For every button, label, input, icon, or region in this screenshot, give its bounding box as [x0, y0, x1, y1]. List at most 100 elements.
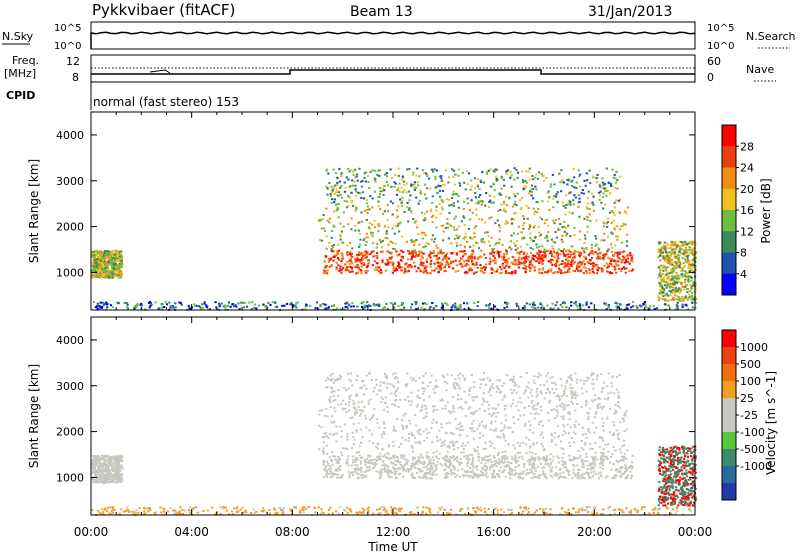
power-echo-cell	[603, 253, 606, 256]
velocity-echo-cell	[498, 460, 501, 463]
velocity-echo-cell	[462, 474, 465, 476]
velocity-echo-cell	[468, 406, 472, 409]
velocity-echo-cell	[329, 401, 332, 404]
power-echo-cell	[104, 273, 107, 276]
power-echo-cell	[453, 217, 456, 220]
power-echo-cell	[126, 307, 130, 310]
power-echo-cell	[517, 305, 520, 307]
velocity-echo-cell	[601, 467, 605, 470]
velocity-echo-cell	[450, 410, 453, 413]
power-echo-cell	[103, 260, 106, 263]
velocity-echo-cell	[479, 470, 482, 473]
power-echo-cell	[117, 256, 120, 259]
power-echo-cell	[441, 302, 444, 305]
power-echo-cell	[521, 224, 524, 227]
power-echo-cell	[385, 175, 389, 178]
velocity-echo-cell	[350, 447, 353, 450]
velocity-echo-cell	[328, 378, 331, 381]
power-echo-cell	[333, 210, 336, 213]
power-echo-cell	[295, 302, 298, 305]
velocity-echo-cell	[401, 467, 405, 470]
power-echo-cell	[442, 239, 445, 242]
velocity-echo-cell	[599, 459, 602, 462]
velocity-echo-cell	[491, 476, 494, 479]
power-echo-cell	[435, 226, 438, 229]
power-echo-cell	[438, 266, 441, 269]
power-echo-cell	[378, 272, 382, 275]
power-echo-cell	[676, 277, 679, 280]
power-echo-cell	[631, 254, 634, 257]
power-echo-cell	[350, 169, 353, 172]
power-echo-cell	[497, 210, 500, 212]
power-echo-cell	[531, 174, 534, 177]
velocity-echo-cell	[557, 395, 560, 398]
power-echo-cell	[557, 248, 560, 251]
power-echo-cell	[366, 305, 369, 308]
power-echo-cell	[102, 304, 105, 307]
power-echo-cell	[681, 272, 684, 275]
power-echo-cell	[447, 257, 450, 260]
velocity-echo-cell	[611, 477, 614, 480]
power-echo-cell	[663, 245, 666, 247]
power-echo-cell	[458, 250, 461, 253]
velocity-echo-cell	[432, 462, 435, 465]
power-echo-cell	[363, 251, 366, 254]
power-echo-cell	[466, 271, 469, 274]
power-echo-cell	[694, 256, 697, 259]
velocity-echo-cell	[540, 392, 543, 395]
velocity-echo-cell	[547, 412, 550, 414]
velocity-echo-cell	[572, 464, 575, 466]
power-echo-cell	[318, 238, 322, 241]
velocity-echo-cell	[600, 451, 603, 454]
velocity-echo-cell	[365, 388, 368, 390]
velocity-echo-cell	[519, 442, 522, 445]
velocity-echo-cell	[555, 465, 558, 468]
power-echo-cell	[602, 184, 605, 187]
power-echo-cell	[387, 263, 390, 266]
power-echo-cell	[571, 256, 574, 259]
power-echo-cell	[463, 250, 466, 252]
power-echo-cell	[344, 186, 347, 189]
power-echo-cell	[325, 270, 328, 273]
velocity-echo-cell	[590, 374, 593, 377]
power-echo-cell	[333, 225, 336, 228]
velocity-echo-cell	[451, 444, 454, 447]
power-echo-cell	[398, 264, 401, 267]
velocity-echo-cell	[574, 420, 577, 423]
power-echo-cell	[98, 265, 101, 268]
velocity-echo-cell	[379, 458, 382, 461]
power-echo-cell	[108, 261, 111, 264]
power-echo-cell	[524, 180, 527, 183]
velocity-echo-cell	[357, 422, 360, 425]
power-echo-cell	[95, 260, 99, 263]
velocity-echo-cell	[450, 456, 453, 459]
velocity-echo-cell	[452, 455, 455, 458]
power-echo-cell	[495, 242, 498, 244]
velocity-echo-cell	[598, 403, 601, 405]
velocity-echo-cell	[335, 440, 338, 443]
power-echo-cell	[226, 304, 229, 307]
power-colorbar-tick: 12	[740, 225, 754, 238]
velocity-echo-cell	[587, 412, 590, 415]
velocity-echo-cell	[456, 457, 459, 460]
velocity-echo-cell	[453, 472, 456, 475]
velocity-echo-cell	[450, 468, 453, 471]
power-echo-cell	[657, 295, 660, 298]
velocity-echo-cell	[596, 405, 599, 408]
power-echo-cell	[601, 196, 605, 199]
power-echo-cell	[414, 251, 417, 254]
power-echo-cell	[327, 306, 330, 309]
power-echo-cell	[363, 172, 366, 175]
velocity-echo-cell	[556, 411, 559, 414]
power-echo-cell	[624, 223, 627, 226]
power-echo-cell	[460, 263, 463, 266]
power-echo-cell	[111, 249, 114, 252]
velocity-echo-cell	[435, 473, 438, 476]
power-echo-cell	[552, 206, 555, 209]
velocity-echo-cell	[331, 475, 334, 478]
power-echo-cell	[670, 252, 673, 255]
velocity-echo-cell	[583, 477, 586, 480]
power-echo-cell	[617, 235, 620, 238]
velocity-echo-cell	[561, 456, 564, 459]
power-colorbar-swatch	[722, 146, 736, 168]
